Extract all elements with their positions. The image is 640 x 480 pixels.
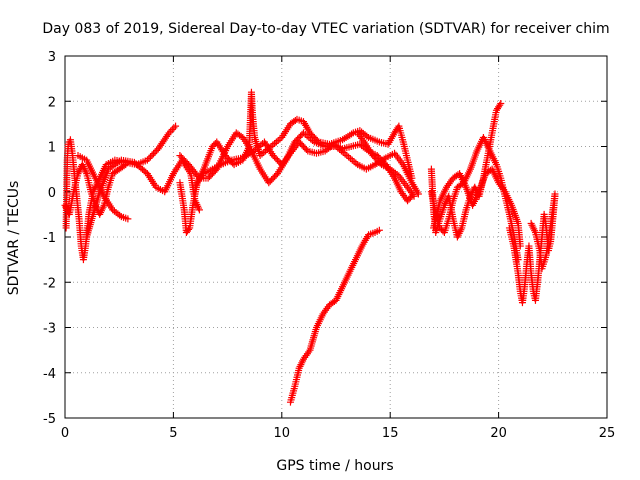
data-point bbox=[376, 159, 384, 167]
y-tick-label: 3 bbox=[48, 50, 56, 65]
x-tick-labels: 0 5 10 15 20 25 bbox=[61, 426, 615, 441]
data-point bbox=[172, 122, 180, 130]
data-point bbox=[170, 124, 178, 132]
data-point bbox=[146, 153, 154, 161]
y-axis-label: SDTVAR / TECUs bbox=[6, 181, 22, 296]
data-point bbox=[150, 150, 158, 158]
data-point bbox=[148, 151, 156, 159]
y-tick-label: -4 bbox=[43, 367, 56, 382]
y-tick-label: -2 bbox=[43, 276, 56, 291]
series-arc-h bbox=[354, 129, 418, 200]
data-point bbox=[195, 206, 203, 214]
grid-lines bbox=[65, 56, 607, 418]
data-points bbox=[61, 88, 559, 406]
series-arc-f bbox=[191, 88, 416, 191]
x-axis-label: GPS time / hours bbox=[276, 458, 393, 474]
data-point bbox=[516, 242, 524, 250]
data-point bbox=[496, 101, 504, 109]
data-point bbox=[551, 190, 559, 198]
x-tick-label: 5 bbox=[169, 426, 177, 441]
data-point bbox=[143, 156, 151, 164]
y-tick-label: 0 bbox=[48, 186, 56, 201]
data-point bbox=[185, 225, 193, 233]
series-arc-l bbox=[430, 165, 524, 250]
chart-title: Day 083 of 2019, Sidereal Day-to-day VTE… bbox=[42, 21, 609, 37]
data-point bbox=[167, 127, 175, 135]
data-point bbox=[194, 172, 202, 180]
x-tick-label: 20 bbox=[490, 426, 507, 441]
y-tick-label: -3 bbox=[43, 322, 56, 337]
data-point bbox=[211, 167, 219, 175]
series-arc-a bbox=[62, 122, 180, 264]
x-tick-label: 15 bbox=[382, 426, 399, 441]
plot-frame bbox=[64, 55, 608, 419]
data-point bbox=[302, 146, 310, 154]
axes bbox=[64, 55, 608, 419]
x-tick-label: 0 bbox=[61, 426, 69, 441]
data-point bbox=[151, 148, 159, 156]
y-tick-label: 1 bbox=[48, 141, 56, 156]
data-point bbox=[497, 100, 505, 108]
y-tick-label: -5 bbox=[43, 412, 56, 427]
y-tick-label: 2 bbox=[48, 95, 56, 110]
series-arc-n bbox=[527, 190, 559, 273]
series-arc-b bbox=[61, 161, 130, 218]
data-point bbox=[145, 154, 153, 162]
data-point bbox=[375, 226, 383, 234]
series-arc-g bbox=[176, 129, 422, 198]
data-point bbox=[410, 192, 418, 200]
data-point bbox=[168, 126, 176, 134]
data-point bbox=[124, 215, 132, 223]
data-point bbox=[165, 129, 173, 137]
y-tick-label: -1 bbox=[43, 231, 56, 246]
x-tick-label: 10 bbox=[274, 426, 291, 441]
y-tick-labels: -5 -4 -3 -2 -1 0 1 2 3 bbox=[43, 50, 56, 427]
series-arc-i bbox=[286, 226, 383, 406]
x-tick-label: 25 bbox=[599, 426, 616, 441]
